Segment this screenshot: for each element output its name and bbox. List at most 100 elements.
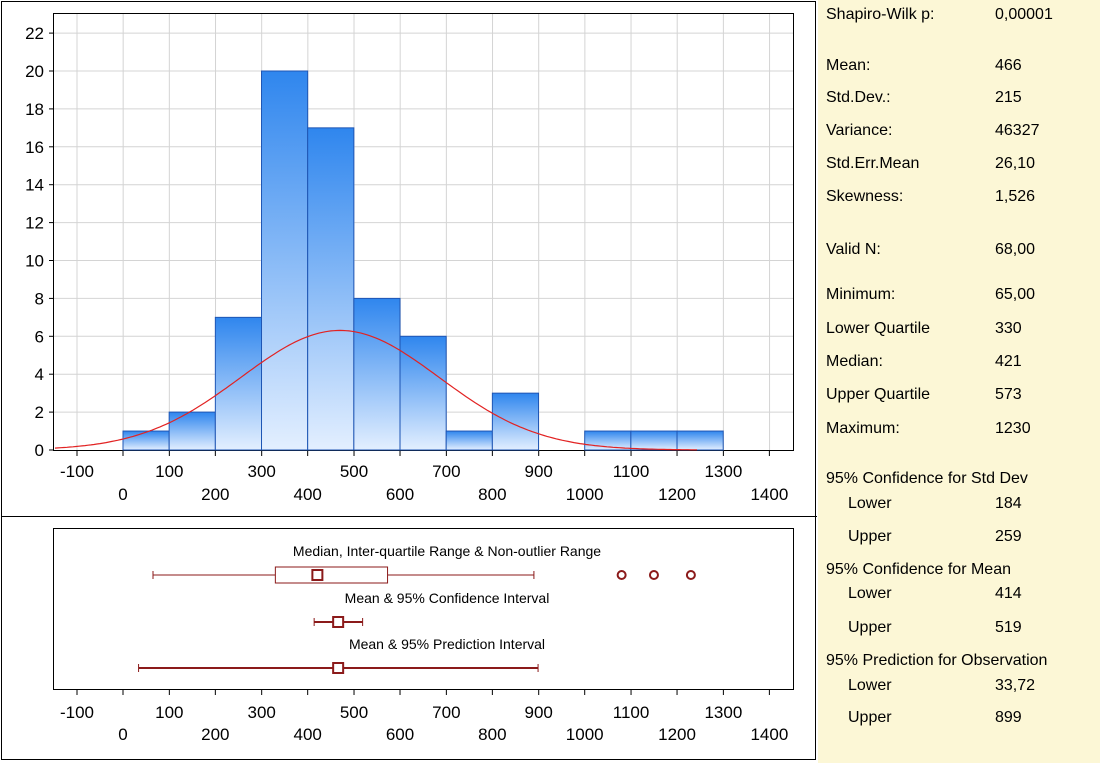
x-tick-label: 0 [118, 485, 127, 504]
x-tick-label: 800 [478, 485, 506, 504]
stat-label: Mean: [826, 57, 871, 74]
x-tick-label: 1400 [750, 485, 788, 504]
x-tick-label: 200 [201, 725, 229, 744]
stat-value: 26,10 [995, 155, 1036, 172]
stat-mean: Mean: 466 [826, 57, 1098, 77]
stat-shapiro-wilk: Shapiro-Wilk p: 0,00001 [826, 6, 1098, 26]
stat-value: 330 [995, 320, 1022, 337]
y-tick-label: 14 [25, 176, 44, 195]
ci-std-dev-heading: 95% Confidence for Std Dev [826, 470, 1028, 487]
stat-value: 899 [995, 709, 1022, 726]
stat-value: 68,00 [995, 241, 1036, 258]
chart-frame [1, 1, 816, 760]
boxplot-row-label: Mean & 95% Confidence Interval [345, 590, 550, 606]
y-tick-label: 10 [25, 252, 44, 271]
histogram-bar [122, 430, 170, 451]
x-tick-label: 1300 [704, 703, 742, 722]
stats-panel: Shapiro-Wilk p: 0,00001 Mean: 466 Std.De… [818, 0, 1100, 763]
stat-median: Median: 421 [826, 353, 1098, 373]
y-tick-label: 0 [35, 441, 44, 460]
center-marker [332, 662, 345, 674]
stat-upper-quartile: Upper Quartile 573 [826, 386, 1098, 406]
stat-value: 65,00 [995, 286, 1036, 303]
stat-label: Upper [848, 619, 892, 636]
stat-skewness: Skewness: 1,526 [826, 188, 1098, 208]
chart-area: 0 2 4 6 8 10 12 14 16 18 20 22 -100 100 300 500 700 900 1… [0, 0, 818, 763]
y-tick-label: 22 [25, 24, 44, 43]
x-tick-label: 1100 [613, 703, 650, 722]
histogram-bar [261, 70, 309, 451]
histogram-bar [399, 335, 447, 451]
stat-std-dev: Std.Dev.: 215 [826, 89, 1098, 109]
stat-variance: Variance: 46327 [826, 122, 1098, 142]
stat-value: 1230 [995, 420, 1031, 437]
histogram-bar [214, 316, 263, 451]
x-tick-label: 300 [247, 462, 275, 481]
stat-value: 184 [995, 495, 1022, 512]
x-tick-label: -100 [60, 703, 94, 722]
normal-curve [54, 329, 697, 451]
x-tick-label: 1000 [566, 485, 604, 504]
histogram-bar [630, 430, 678, 451]
x-tick-label: 100 [155, 462, 183, 481]
y-tick-label: 20 [25, 62, 44, 81]
x-tick-label: 400 [293, 485, 321, 504]
y-tick-label: 16 [25, 138, 44, 157]
pi-upper: Upper 899 [848, 709, 1100, 729]
histogram-plot-frame [53, 13, 794, 451]
histogram-bar [445, 430, 493, 451]
stat-label: Maximum: [826, 420, 900, 437]
stat-label: Minimum: [826, 286, 896, 303]
outlier-point [685, 570, 696, 580]
x-tick-label: -100 [60, 462, 94, 481]
stat-lower-quartile: Lower Quartile 330 [826, 320, 1098, 340]
boxplot-plot-frame [53, 528, 794, 690]
stat-value: 259 [995, 528, 1022, 545]
stat-value: 573 [995, 386, 1022, 403]
stat-label: Valid N: [826, 241, 881, 258]
stat-value: 466 [995, 57, 1022, 74]
boxplot-row-label: Mean & 95% Prediction Interval [349, 636, 545, 652]
x-tick-label: 600 [386, 485, 414, 504]
x-tick-label: 600 [386, 725, 414, 744]
x-tick-label: 1400 [750, 725, 788, 744]
ci-std-dev-lower: Lower 184 [848, 495, 1100, 515]
center-marker [311, 569, 324, 581]
ci-mean-heading: 95% Confidence for Mean [826, 561, 1011, 578]
histogram-bar [307, 127, 355, 451]
x-tick-label: 0 [118, 725, 127, 744]
stat-value: 46327 [995, 122, 1040, 139]
stat-value: 421 [995, 353, 1022, 370]
stat-minimum: Minimum: 65,00 [826, 286, 1098, 306]
y-tick-label: 6 [35, 327, 44, 346]
stat-value: 519 [995, 619, 1022, 636]
histogram-bar [676, 430, 724, 451]
stat-label: Skewness: [826, 188, 904, 205]
y-tick-label: 2 [35, 403, 44, 422]
stat-label: Median: [826, 353, 883, 370]
stat-label: Shapiro-Wilk p: [826, 6, 935, 23]
y-tick-label: 8 [35, 289, 44, 308]
x-tick-label: 500 [340, 703, 368, 722]
x-tick-label: 900 [525, 703, 553, 722]
x-tick-label: 1200 [658, 725, 696, 744]
stat-label: Upper [848, 528, 892, 545]
stat-label: Upper [848, 709, 892, 726]
x-tick-label: 100 [155, 703, 183, 722]
x-tick-label: 300 [247, 703, 275, 722]
x-tick-label: 400 [293, 725, 321, 744]
stat-value: 414 [995, 585, 1022, 602]
stat-maximum: Maximum: 1230 [826, 420, 1098, 440]
x-tick-label: 700 [432, 462, 460, 481]
stat-value: 0,00001 [995, 6, 1053, 23]
histogram-bar [353, 297, 401, 451]
center-marker [332, 616, 345, 628]
pi-heading: 95% Prediction for Observation [826, 652, 1048, 669]
stat-label: Lower [848, 495, 892, 512]
x-tick-label: 800 [478, 725, 506, 744]
ci-mean-upper: Upper 519 [848, 619, 1100, 639]
histogram-bar [168, 411, 216, 451]
x-tick-label: 900 [525, 462, 553, 481]
x-tick-label: 500 [340, 462, 368, 481]
stat-label: Lower Quartile [826, 320, 931, 337]
